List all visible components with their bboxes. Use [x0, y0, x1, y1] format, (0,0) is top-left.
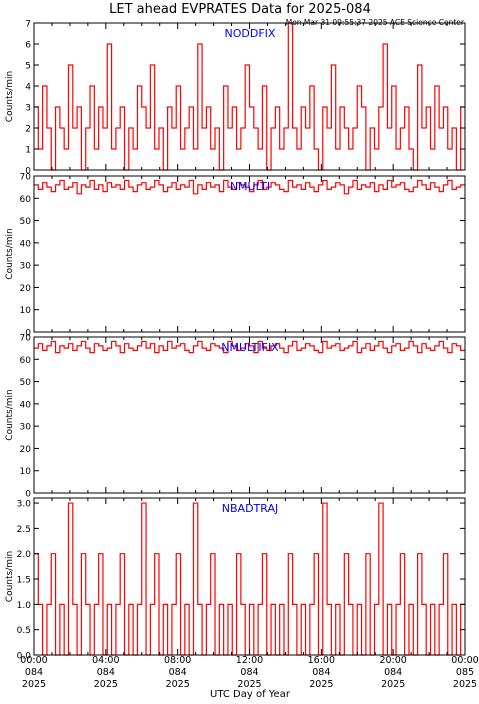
y-tick-label: 1 [25, 146, 31, 156]
x-tick-year: 2025 [22, 679, 46, 690]
x-tick-year: 2025 [237, 679, 261, 690]
y-tick-label: 60 [20, 356, 32, 366]
y-tick-label: 6 [25, 41, 31, 51]
x-tick-time: 08:00 [164, 655, 191, 666]
panel-noddfix: 0 1 2 3 4 5 6 7 Counts/min NODDFIX [5, 20, 466, 177]
y-tick-label: 10 [20, 467, 32, 477]
x-tick-time: 12:00 [236, 655, 263, 666]
y-tick-label: 70 [20, 173, 32, 183]
series-line-nbadtraj [34, 502, 465, 656]
x-tick-day: 084 [97, 667, 115, 678]
y-tick-label: 0 [25, 167, 31, 177]
x-tick-time: 04:00 [92, 655, 119, 666]
x-tick-time: 20:00 [379, 655, 406, 666]
x-tick-year: 2025 [453, 679, 477, 690]
x-tick-day: 084 [240, 667, 258, 678]
x-tick-year: 2025 [309, 679, 333, 690]
x-tick-day: 084 [312, 667, 330, 678]
y-tick-label: 30 [20, 423, 32, 433]
y-tick-label: 3.0 [17, 500, 32, 510]
panel-nmultifix: 0 10 20 30 40 50 60 70 Counts/min NMULTIFIX [5, 334, 466, 500]
x-tick-day: 085 [456, 667, 474, 678]
panel-name: NMULTIFIX [221, 341, 279, 354]
y-tick-label: 40 [20, 400, 32, 410]
series-line-nmultifix [34, 340, 465, 354]
y-tick-label: 4 [25, 83, 31, 93]
x-axis-label: UTC Day of Year [210, 689, 291, 700]
series-line-nmulti [34, 179, 465, 195]
y-tick-label: 2.0 [17, 550, 32, 560]
y-tick-label: 50 [20, 378, 32, 388]
y-tick-label: 50 [20, 217, 32, 227]
x-tick-year: 2025 [94, 679, 118, 690]
panels: 0 1 2 3 4 5 6 7 Counts/min NODDFIX 0 10 20 30 40 50 60 70… [5, 20, 479, 691]
panel-name: NODDFIX [225, 27, 276, 40]
x-tick-year: 2025 [381, 679, 405, 690]
y-tick-label: 20 [20, 284, 32, 294]
y-tick-label: 2 [25, 125, 31, 135]
panel-name: NMULTI [230, 180, 270, 193]
panel-nmulti: 0 10 20 30 40 50 60 70 Counts/min NMULTI [5, 173, 466, 339]
y-tick-label: 5 [25, 62, 31, 72]
x-tick-time: 00:00 [451, 655, 478, 666]
y-tick-label: 60 [20, 195, 32, 205]
y-tick-label: 0.0 [17, 652, 32, 662]
y-tick-label: 2.5 [17, 525, 31, 535]
y-tick-label: 0 [25, 490, 31, 500]
y-tick-label: 20 [20, 445, 32, 455]
x-tick-day: 084 [384, 667, 402, 678]
x-tick-year: 2025 [166, 679, 190, 690]
y-axis-label: Counts/min [5, 389, 15, 440]
panel-name: NBADTRAJ [222, 502, 278, 515]
chart-title: LET ahead EVPRATES Data for 2025-084 [109, 2, 371, 17]
series-line-noddfix [34, 22, 465, 171]
x-tick-day: 084 [169, 667, 187, 678]
y-tick-label: 0.5 [17, 626, 31, 636]
y-axis-label: Counts/min [5, 71, 15, 122]
x-tick-labels: 00:00084202504:00084202508:00084202512:0… [20, 655, 478, 690]
x-tick-time: 16:00 [308, 655, 335, 666]
y-tick-label: 1.0 [17, 601, 32, 611]
y-tick-label: 1.5 [17, 576, 31, 586]
y-tick-label: 7 [25, 20, 31, 30]
y-tick-label: 10 [20, 306, 32, 316]
panel-nbadtraj: 0.0 0.5 1.0 1.5 2.0 2.5 3.0 Counts/min NBADTRAJ [5, 497, 466, 662]
x-tick-day: 084 [25, 667, 43, 678]
y-tick-label: 30 [20, 262, 32, 272]
y-tick-label: 0 [25, 329, 31, 339]
y-tick-label: 3 [25, 104, 31, 114]
x-tick-time: 00:00 [20, 655, 47, 666]
y-tick-label: 70 [20, 334, 32, 344]
y-axis-label: Counts/min [5, 551, 15, 602]
y-tick-label: 40 [20, 239, 32, 249]
y-axis-label: Counts/min [5, 228, 15, 279]
